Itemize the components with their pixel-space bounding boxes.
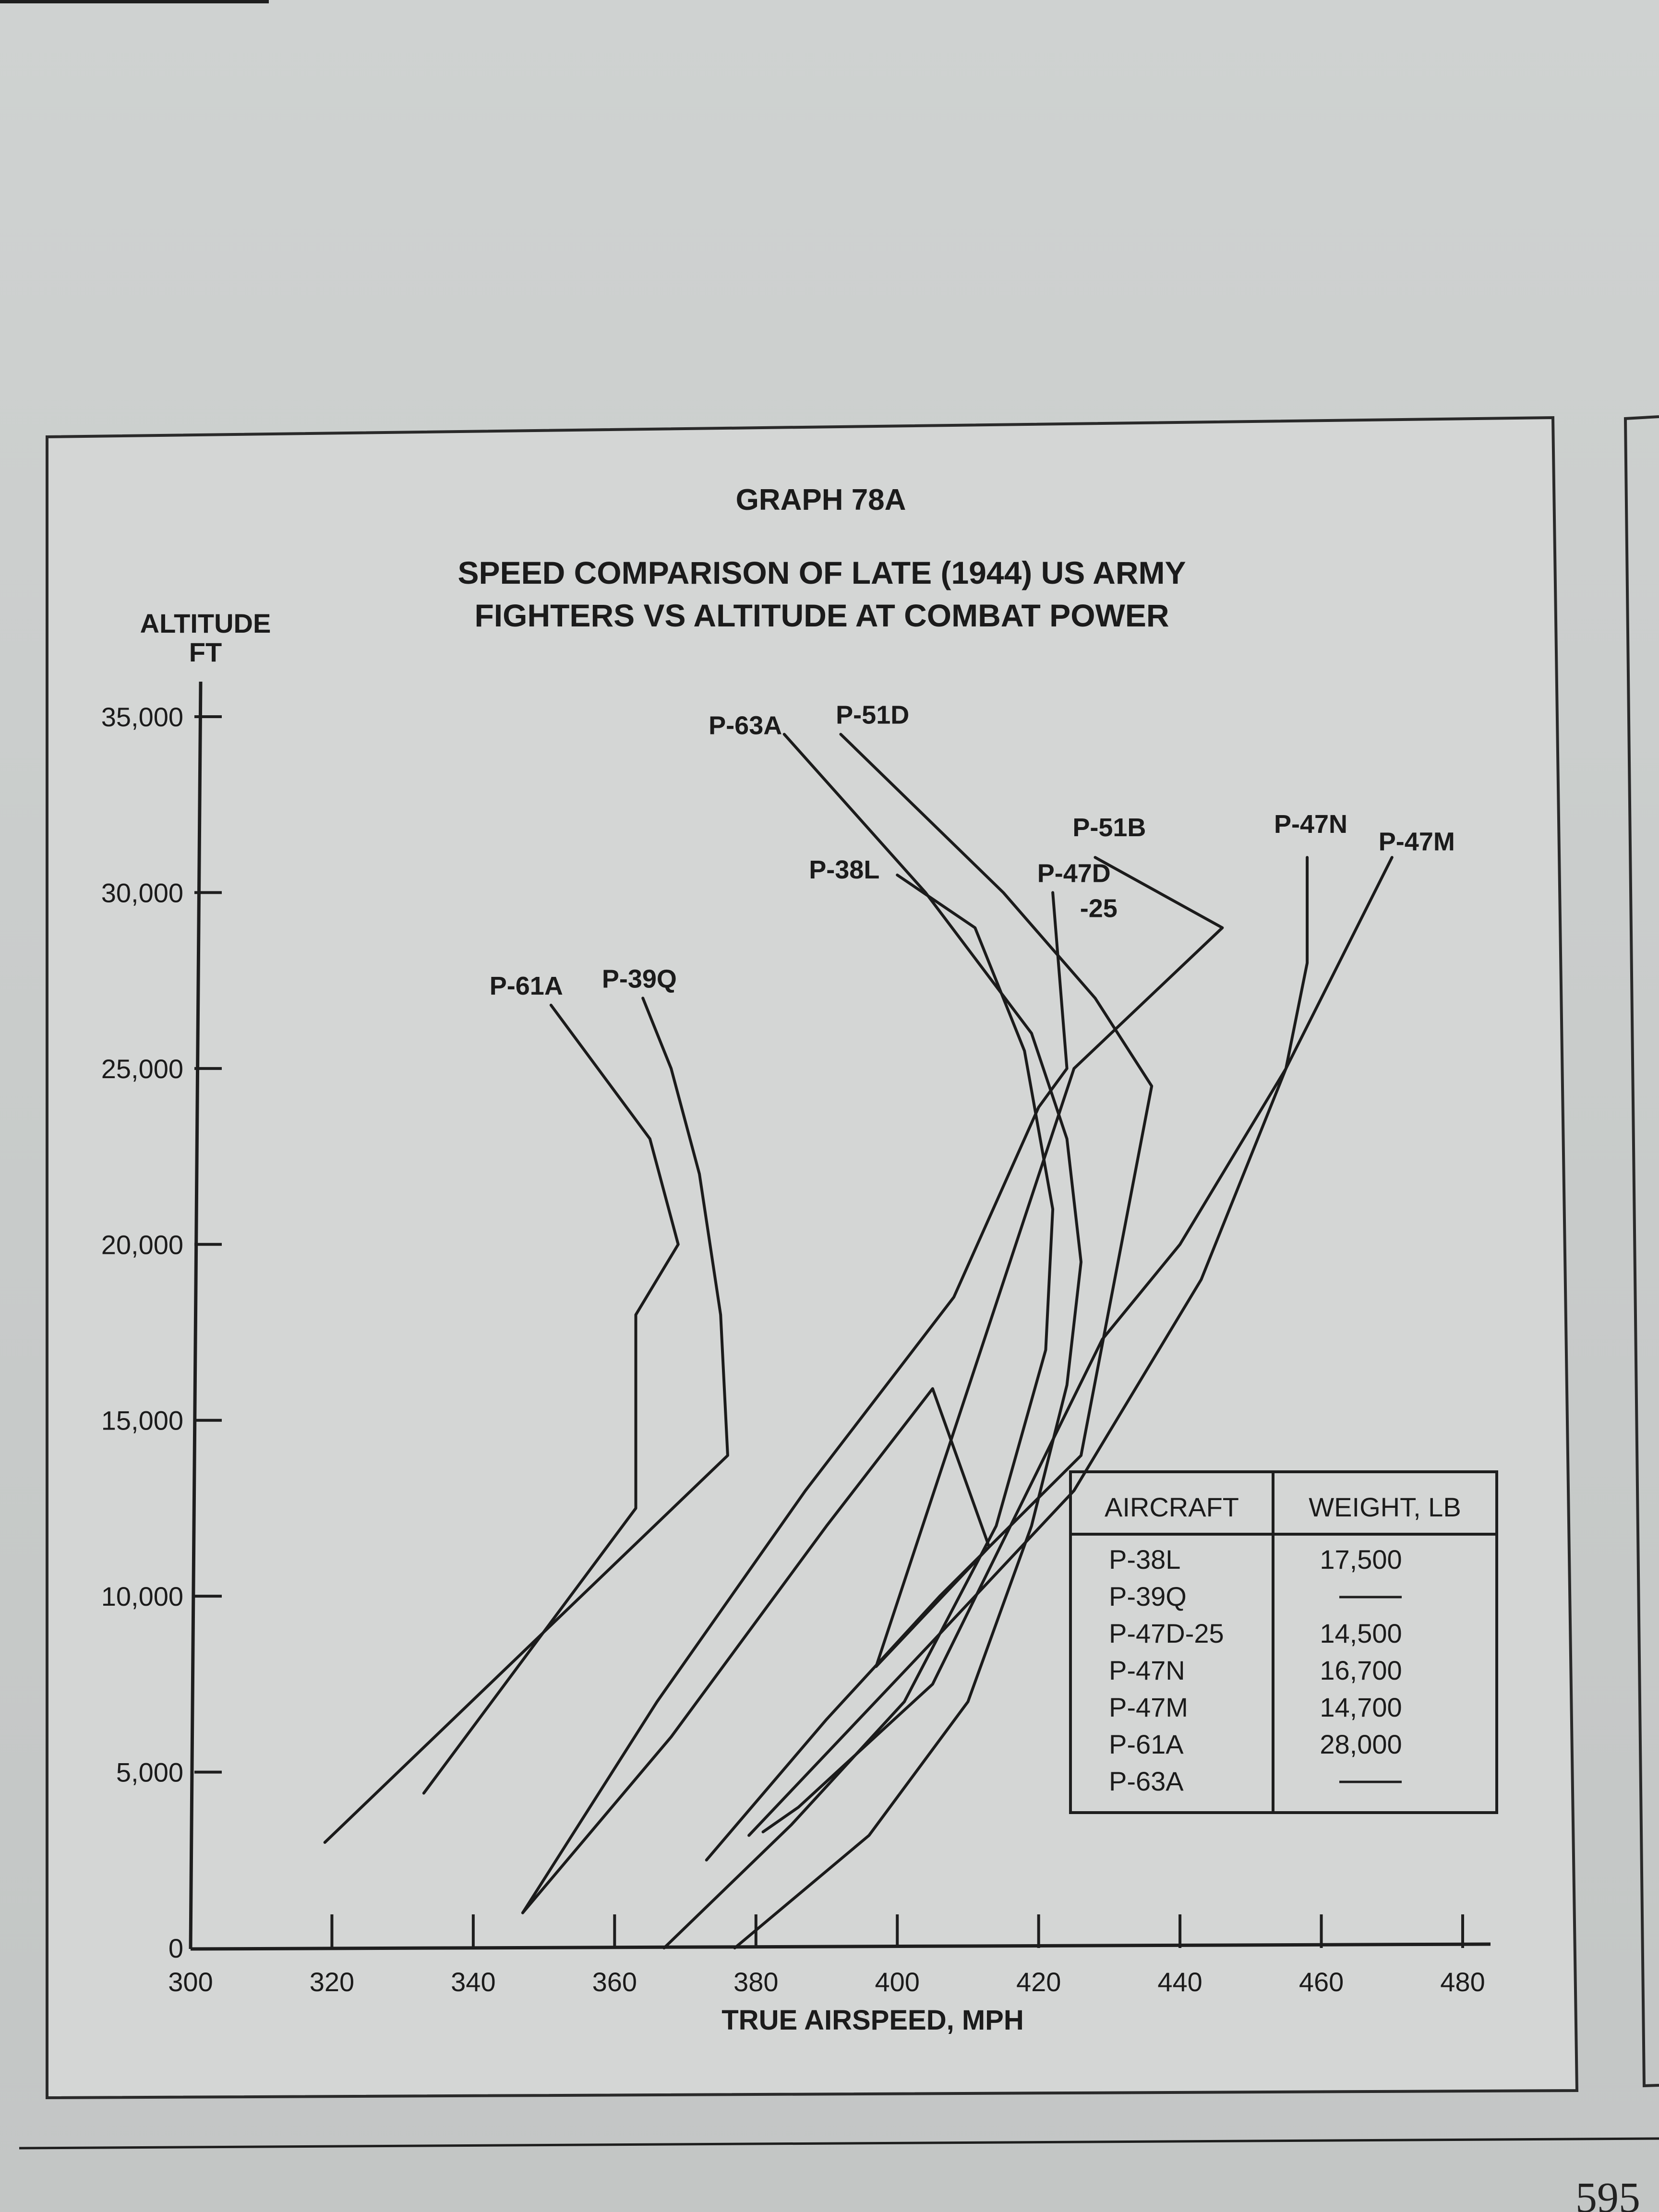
footer-rule [19,2137,1659,2150]
y-tick-label: 15,000 [101,1406,183,1436]
legend-aircraft: P-47N [1109,1655,1185,1685]
adjacent-frame [1623,415,1659,2088]
legend-table: AIRCRAFT WEIGHT, LB P-38L 17,500 P-39Q P-47… [1069,1470,1498,1814]
legend-aircraft: P-47D-25 [1109,1618,1224,1648]
series-label: P-51D [836,701,909,730]
series-lines [323,733,1394,1949]
series-line-p-39q [323,997,729,1844]
chart-title-line-2: FIGHTERS VS ALTITUDE AT COMBAT POWER [474,598,1169,633]
x-tick-label: 340 [451,1967,495,1997]
y-tick-label: 5,000 [116,1757,183,1788]
y-tick-label: 30,000 [101,878,183,908]
legend-weight: 16,700 [1320,1655,1402,1685]
legend-header-aircraft: AIRCRAFT [1105,1492,1239,1522]
y-tick-label: 25,000 [101,1054,183,1084]
legend-aircraft: P-47M [1109,1692,1188,1722]
x-tick-label: 440 [1157,1967,1202,1997]
series-line-p-47d-25 [521,891,1069,1914]
y-tick-label: 10,000 [101,1581,183,1611]
x-tick-label: 400 [875,1967,920,1997]
legend-header-weight: WEIGHT, LB [1309,1492,1461,1522]
y-axis-label-line-1: ALTITUDE [140,608,271,638]
axis-ticks: 300 320 340 360 380 400 420 440 460 480 0 5,000 10,0… [101,702,1485,1997]
series-labels: P-61A P-39Q P-38L P-63A P-51D P-51B P-47D -25 P-… [490,701,1455,1000]
series-line-p-61a [422,1003,680,1795]
legend-weight: 14,700 [1320,1692,1402,1722]
y-tick-label: 0 [168,1933,183,1963]
x-axis-line [190,1942,1491,1951]
x-tick-label: 380 [733,1967,778,1997]
series-label: P-47N [1274,810,1347,839]
series-line-p-47n [747,856,1309,1837]
legend-box [1069,1470,1498,1814]
figure-frame [46,416,1579,2100]
legend-aircraft: P-38L [1109,1544,1180,1575]
series-line-p-47m [761,856,1394,1834]
x-tick-label: 300 [168,1967,213,1997]
legend-weight: 28,000 [1320,1729,1402,1759]
x-tick-label: 360 [592,1967,637,1997]
series-line-p-51d [705,733,1154,1862]
x-axis-label: TRUE AIRSPEED, MPH [721,2005,1023,2036]
y-axis-label-line-2: FT [189,637,222,667]
series-label: -25 [1080,894,1118,923]
x-tick-label: 320 [310,1967,354,1997]
legend-aircraft: P-63A [1109,1766,1184,1796]
graph-number: GRAPH 78A [736,483,906,517]
y-tick-label: 35,000 [101,702,183,732]
series-label: P-39Q [602,964,677,993]
page-number: 595 [1575,2174,1640,2212]
legend-aircraft: P-61A [1109,1729,1184,1759]
legend-aircraft: P-39Q [1109,1581,1187,1611]
series-label: P-47D [1037,859,1111,888]
legend-weight: 14,500 [1320,1618,1402,1648]
series-label: P-61A [490,972,563,1000]
y-tick-label: 20,000 [101,1229,183,1260]
series-label: P-63A [709,711,782,740]
series-line-p-51b [521,856,1224,1914]
legend-rows: P-38L 17,500 P-39Q P-47D-25 14,500 P-47N 16,70… [1109,1544,1402,1796]
chart-title-line-1: SPEED COMPARISON OF LATE (1944) US ARMY [458,555,1186,590]
series-line-p-63a [733,733,1082,1949]
series-label: P-51B [1072,813,1146,842]
series-label: P-47M [1379,827,1455,856]
series-line-p-38l [662,873,1055,1949]
x-tick-label: 460 [1299,1967,1344,1997]
legend-weight: 17,500 [1320,1544,1402,1575]
x-tick-label: 420 [1016,1967,1061,1997]
series-label: P-38L [809,855,879,884]
x-tick-label: 480 [1440,1967,1485,1997]
